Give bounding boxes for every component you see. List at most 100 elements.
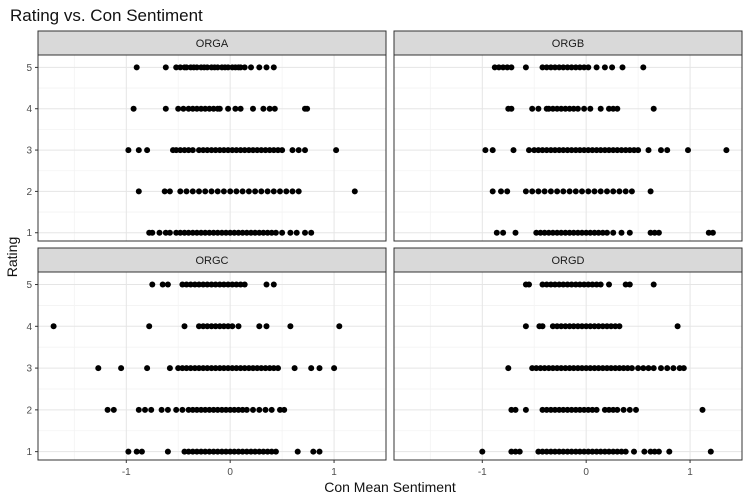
data-point (552, 448, 558, 455)
x-tick-label: 1 (687, 467, 693, 478)
data-point (572, 188, 579, 195)
data-point (220, 323, 227, 330)
data-point (189, 406, 196, 413)
data-point (595, 365, 602, 372)
data-point (294, 448, 301, 455)
data-point (185, 105, 192, 112)
data-point (218, 406, 225, 413)
data-point (504, 64, 511, 71)
data-point (647, 448, 654, 455)
data-point (564, 281, 571, 288)
data-point (173, 406, 180, 413)
data-point (220, 147, 227, 154)
data-point (614, 147, 621, 154)
data-point (248, 448, 254, 455)
data-point (614, 406, 621, 413)
data-point (581, 448, 588, 455)
data-point (283, 188, 290, 195)
data-point (202, 448, 209, 455)
data-point (204, 281, 211, 288)
x-tick-label: 1 (331, 467, 337, 478)
data-point (185, 147, 192, 154)
data-point (250, 406, 256, 413)
data-point (558, 105, 565, 112)
data-point (533, 229, 540, 236)
data-point (237, 281, 244, 288)
data-point (277, 406, 283, 413)
data-point (279, 147, 286, 154)
data-point (196, 281, 202, 288)
data-point (183, 64, 190, 71)
data-point (631, 448, 637, 455)
data-point (566, 365, 573, 372)
data-point (498, 188, 504, 195)
data-point (495, 64, 502, 71)
data-point (543, 448, 550, 455)
data-point (585, 147, 592, 154)
data-point (258, 147, 265, 154)
data-point (597, 281, 604, 288)
data-point (287, 323, 294, 330)
data-point (591, 229, 598, 236)
data-point (181, 448, 188, 455)
data-point (583, 229, 590, 236)
data-point (560, 406, 567, 413)
data-point (539, 448, 546, 455)
data-point (508, 448, 515, 455)
data-point (570, 105, 577, 112)
data-point (50, 323, 57, 330)
data-point (616, 365, 623, 372)
data-point (331, 365, 338, 372)
data-point (568, 281, 575, 288)
data-point (650, 365, 657, 372)
data-point (709, 229, 716, 236)
data-point (223, 448, 229, 455)
facet-strip-label: ORGA (196, 38, 229, 50)
data-point (558, 365, 565, 372)
data-point (570, 229, 577, 236)
data-point (214, 448, 221, 455)
data-point (572, 64, 579, 71)
data-point (522, 406, 529, 413)
data-point (500, 229, 507, 236)
data-point (239, 229, 246, 236)
data-point (149, 229, 156, 236)
data-point (281, 406, 288, 413)
data-point (585, 188, 592, 195)
data-point (193, 105, 200, 112)
data-point (252, 448, 259, 455)
data-point (175, 365, 182, 372)
data-point (202, 188, 209, 195)
data-point (200, 281, 207, 288)
data-point (237, 365, 244, 372)
facet-panels: ORGA 1 2 3 4 5 ORGB ORGC 1 2 3 4 5 -1 0 1 ORGD -1 0 1 (26, 30, 743, 478)
data-point (604, 229, 610, 236)
facet-panel-orgd: ORGD -1 0 1 (393, 247, 743, 478)
data-point (635, 147, 642, 154)
data-point (522, 188, 529, 195)
data-point (193, 64, 200, 71)
data-point (610, 229, 617, 236)
data-point (626, 406, 633, 413)
data-point (193, 448, 200, 455)
data-point (664, 365, 671, 372)
data-point (508, 105, 515, 112)
data-point (189, 188, 196, 195)
y-tick-label: 2 (26, 405, 32, 416)
data-point (225, 147, 232, 154)
data-point (189, 229, 196, 236)
data-point (581, 406, 588, 413)
data-point (566, 323, 573, 330)
data-point (262, 406, 269, 413)
data-point (624, 365, 631, 372)
data-point (666, 448, 673, 455)
data-point (676, 365, 683, 372)
data-point (133, 448, 140, 455)
y-tick-label: 3 (26, 146, 32, 157)
data-point (225, 365, 232, 372)
data-point (264, 448, 271, 455)
data-point (606, 448, 612, 455)
data-point (522, 64, 529, 71)
data-point (633, 406, 639, 413)
data-point (161, 188, 168, 195)
